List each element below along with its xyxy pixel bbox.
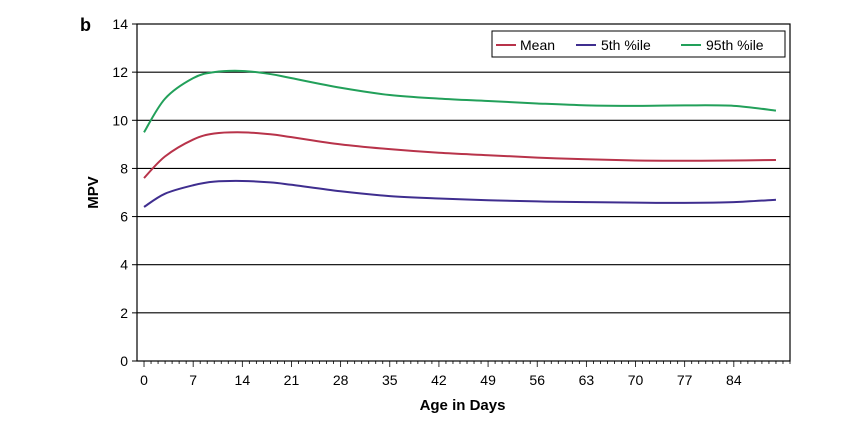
y-tick-label: 6 — [120, 209, 128, 225]
y-tick-label: 8 — [120, 160, 128, 176]
y-axis-title: MPV — [85, 176, 102, 209]
grid-lines — [137, 71, 790, 314]
x-tick-label: 35 — [382, 372, 398, 388]
x-tick-label: 49 — [480, 372, 496, 388]
x-tick-label: 70 — [628, 372, 644, 388]
y-tick-label: 4 — [120, 257, 128, 273]
legend-label: Mean — [520, 37, 555, 53]
legend: Mean 5th %ile 95th %ile — [491, 30, 786, 58]
x-tick-label: 63 — [579, 372, 595, 388]
y-tick-label: 14 — [112, 16, 128, 32]
axes: 0 2 4 6 8 10 12 14 0 7 14 21 28 35 42 49 56 63 70 77 84 — [112, 16, 791, 388]
x-tick-label: 21 — [284, 372, 300, 388]
x-tick-label: 56 — [529, 372, 545, 388]
x-tick-label: 77 — [677, 372, 693, 388]
series-line-2 — [143, 69, 777, 133]
legend-label: 95th %ile — [706, 37, 764, 53]
x-tick-label: 84 — [726, 372, 742, 388]
x-tick-label: 14 — [235, 372, 251, 388]
x-tick-label: 0 — [140, 372, 148, 388]
y-tick-label: 2 — [120, 305, 128, 321]
x-tick-label: 42 — [431, 372, 447, 388]
series-line-1 — [143, 179, 777, 208]
series-lines — [143, 69, 777, 208]
plot-frame — [136, 23, 791, 362]
x-tick-label: 7 — [189, 372, 197, 388]
y-tick-label: 10 — [112, 112, 128, 128]
legend-label: 5th %ile — [601, 37, 651, 53]
series-line-0 — [143, 131, 776, 179]
panel-label: b — [80, 15, 91, 35]
y-tick-label: 0 — [120, 353, 128, 369]
legend-box — [491, 30, 786, 58]
x-tick-label: 28 — [333, 372, 349, 388]
y-tick-label: 12 — [112, 64, 128, 80]
x-axis-title: Age in Days — [420, 397, 506, 414]
